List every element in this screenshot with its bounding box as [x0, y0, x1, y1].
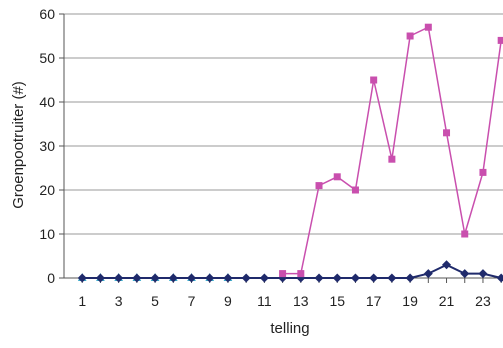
data-point — [370, 76, 378, 84]
x-tick-label: 19 — [402, 293, 418, 309]
data-point — [332, 273, 342, 283]
data-point — [150, 273, 160, 283]
x-tick-labels: 1 3 5 7 9 11 13 15 17 19 21 23 — [78, 293, 491, 309]
y-tick-label: 10 — [39, 226, 55, 242]
x-tick-label: 1 — [78, 293, 86, 309]
data-point — [388, 155, 396, 163]
data-point — [279, 270, 287, 278]
data-point — [297, 270, 305, 278]
x-axis-title: telling — [270, 320, 309, 337]
data-point — [442, 260, 452, 270]
data-point — [424, 23, 432, 31]
data-point — [351, 186, 359, 194]
data-point — [461, 230, 469, 238]
data-point — [315, 182, 323, 190]
x-tick-label: 9 — [224, 293, 232, 309]
y-tick-labels: 0 10 20 30 40 50 60 — [39, 6, 55, 286]
x-tick-label: 21 — [439, 293, 455, 309]
x-tick-label: 11 — [257, 293, 272, 309]
data-point — [168, 273, 178, 283]
data-point — [223, 273, 233, 283]
data-point — [259, 273, 269, 283]
grid — [64, 13, 503, 235]
series-square — [279, 23, 503, 278]
x-tick-label: 17 — [366, 293, 382, 309]
data-point — [205, 273, 215, 283]
data-point — [460, 269, 470, 279]
data-point — [496, 273, 503, 283]
y-tick-label: 30 — [39, 138, 55, 154]
y-tick-label: 0 — [47, 270, 55, 286]
x-tick-label: 13 — [293, 293, 309, 309]
data-point — [479, 168, 487, 176]
series-diamond — [77, 260, 503, 283]
y-tick-label: 40 — [39, 94, 55, 110]
data-point — [77, 273, 87, 283]
data-point — [350, 273, 360, 283]
data-point — [95, 273, 105, 283]
data-point — [314, 273, 324, 283]
data-point — [406, 32, 414, 40]
data-point — [241, 273, 251, 283]
y-tick-label: 20 — [39, 182, 55, 198]
axes — [59, 13, 503, 283]
data-point — [132, 273, 142, 283]
y-axis-title: Groenpootruiter (#) — [10, 81, 27, 209]
x-tick-label: 3 — [115, 293, 123, 309]
data-point — [423, 269, 433, 279]
series-line — [82, 263, 502, 279]
data-point — [497, 36, 503, 44]
data-point — [405, 273, 415, 283]
data-point — [369, 273, 379, 283]
x-tick-label: 7 — [188, 293, 196, 309]
data-point — [114, 273, 124, 283]
x-tick-label: 5 — [151, 293, 159, 309]
series — [77, 23, 503, 283]
y-tick-label: 60 — [39, 6, 55, 22]
data-point — [478, 269, 488, 279]
x-tick-label: 23 — [475, 293, 491, 309]
x-tick-label: 15 — [329, 293, 345, 309]
data-point — [187, 273, 197, 283]
series-line — [282, 26, 502, 275]
y-tick-label: 50 — [39, 50, 55, 66]
data-point — [387, 273, 397, 283]
data-point — [443, 129, 451, 137]
data-point — [333, 173, 341, 181]
